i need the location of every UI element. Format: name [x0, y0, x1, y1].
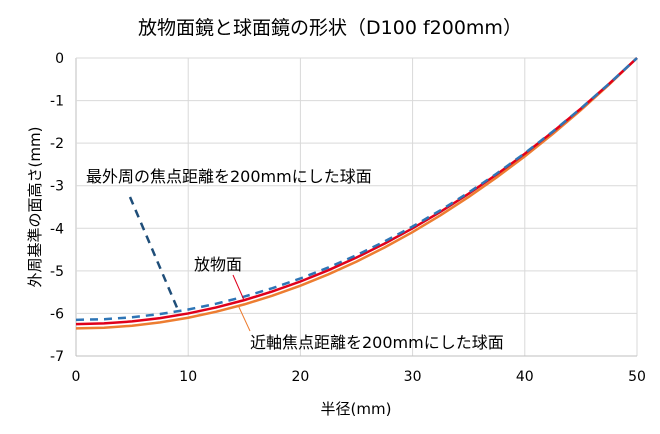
x-tick-label: 20	[291, 369, 309, 385]
x-tick-label: 10	[179, 369, 197, 385]
x-tick-label: 30	[404, 369, 422, 385]
x-axis-label: 半径(mm)	[321, 400, 392, 418]
annotation-red: 放物面	[194, 255, 242, 274]
y-tick-label: -7	[50, 349, 64, 365]
annotation-orange: 近軸焦点距離を200mmにした球面	[250, 333, 504, 352]
y-tick-label: -6	[50, 306, 64, 322]
x-tick-label: 0	[72, 369, 81, 385]
y-tick-label: 0	[55, 51, 64, 67]
annotation-leader-blue	[128, 196, 180, 311]
annotation-blue: 最外周の焦点距離を200mmにした球面	[86, 167, 372, 186]
annotation-leader-red	[232, 274, 245, 301]
series-line-1	[75, 57, 638, 326]
y-tick-label: -1	[50, 94, 64, 110]
series-line-2	[75, 57, 638, 330]
y-axis-label: 外周基準の面高さ(mm)	[26, 127, 44, 288]
y-tick-label: -2	[50, 136, 64, 152]
x-tick-label: 50	[628, 369, 646, 385]
annotation-leader-orange	[237, 304, 251, 332]
y-tick-label: -4	[50, 221, 64, 237]
x-tick-label: 40	[516, 369, 534, 385]
y-tick-label: -3	[50, 179, 64, 195]
chart-title: 放物面鏡と球面鏡の形状（D100 f200mm）	[138, 17, 522, 39]
y-tick-label: -5	[50, 264, 64, 280]
series-line-0	[75, 57, 638, 322]
